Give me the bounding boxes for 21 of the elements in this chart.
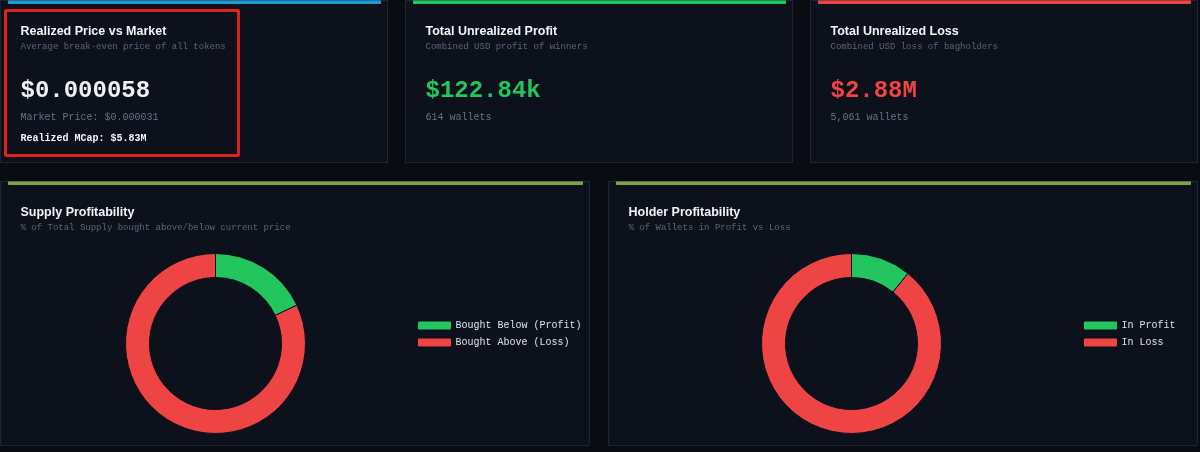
legend-label: Bought Above (Loss): [455, 337, 570, 348]
text: Total Unrealized Profit: [425, 23, 559, 38]
chart-title: Supply Profitability: [20, 204, 135, 219]
text: $122.84k: [425, 77, 541, 104]
text: Combined USD profit of winners: [425, 41, 588, 52]
text: Realized MCap: $5.83M: [20, 133, 147, 144]
text: Average break-even price of all tokens: [20, 41, 226, 52]
text: Realized Price vs Market: [20, 23, 168, 38]
text: $0.000058: [20, 77, 151, 104]
text: Combined USD loss of bagholders: [830, 41, 998, 52]
text: Total Unrealized Loss: [830, 23, 959, 38]
legend-label: In Profit: [1121, 320, 1176, 331]
chart-subtitle: % of Total Supply bought above/below current price: [20, 222, 291, 233]
text: 5,061 wallets: [830, 112, 909, 123]
legend-label: Bought Below (Profit): [455, 320, 582, 331]
legend-label: In Loss: [1121, 337, 1164, 348]
chart-title: Holder Profitability: [628, 204, 741, 219]
text: Market Price: $0.000031: [20, 112, 159, 123]
text: $2.88M: [830, 77, 917, 104]
text: 614 wallets: [425, 112, 492, 123]
chart-subtitle: % of Wallets in Profit vs Loss: [628, 222, 791, 233]
